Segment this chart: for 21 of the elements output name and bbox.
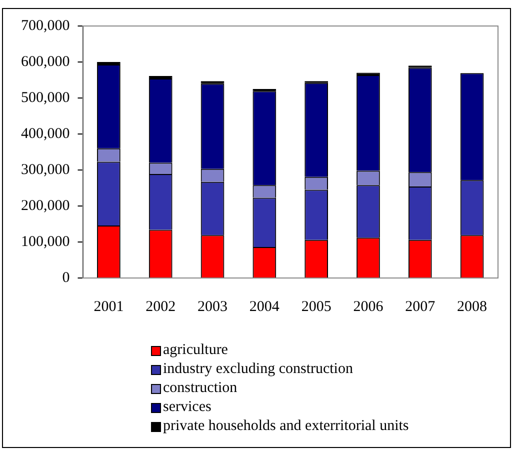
- y-tick-label: 200,000: [21, 198, 70, 214]
- legend-label: industry excluding construction: [163, 360, 353, 379]
- legend-label: construction: [163, 379, 238, 398]
- y-tick-label: 400,000: [21, 126, 70, 142]
- x-tick-label: 2003: [198, 298, 228, 315]
- legend-label: private households and exterritorial units: [163, 417, 409, 436]
- x-tick-label: 2007: [405, 298, 436, 315]
- y-tick-label: 0: [62, 270, 70, 286]
- x-tick-label: 2002: [146, 298, 176, 315]
- y-tick-label: 100,000: [21, 234, 70, 250]
- x-tick-label: 2008: [457, 298, 488, 315]
- x-tick-label: 2005: [301, 298, 332, 315]
- y-tick-label: 600,000: [21, 54, 70, 70]
- legend-label: agriculture: [163, 341, 228, 360]
- y-tick-label: 300,000: [21, 162, 70, 178]
- y-tick-label: 700,000: [21, 18, 70, 34]
- y-tick-label: 500,000: [21, 90, 70, 106]
- legend-label: services: [163, 398, 212, 417]
- x-tick-label: 2001: [94, 298, 124, 315]
- x-tick-label: 2004: [249, 298, 280, 315]
- x-tick-label: 2006: [353, 298, 384, 315]
